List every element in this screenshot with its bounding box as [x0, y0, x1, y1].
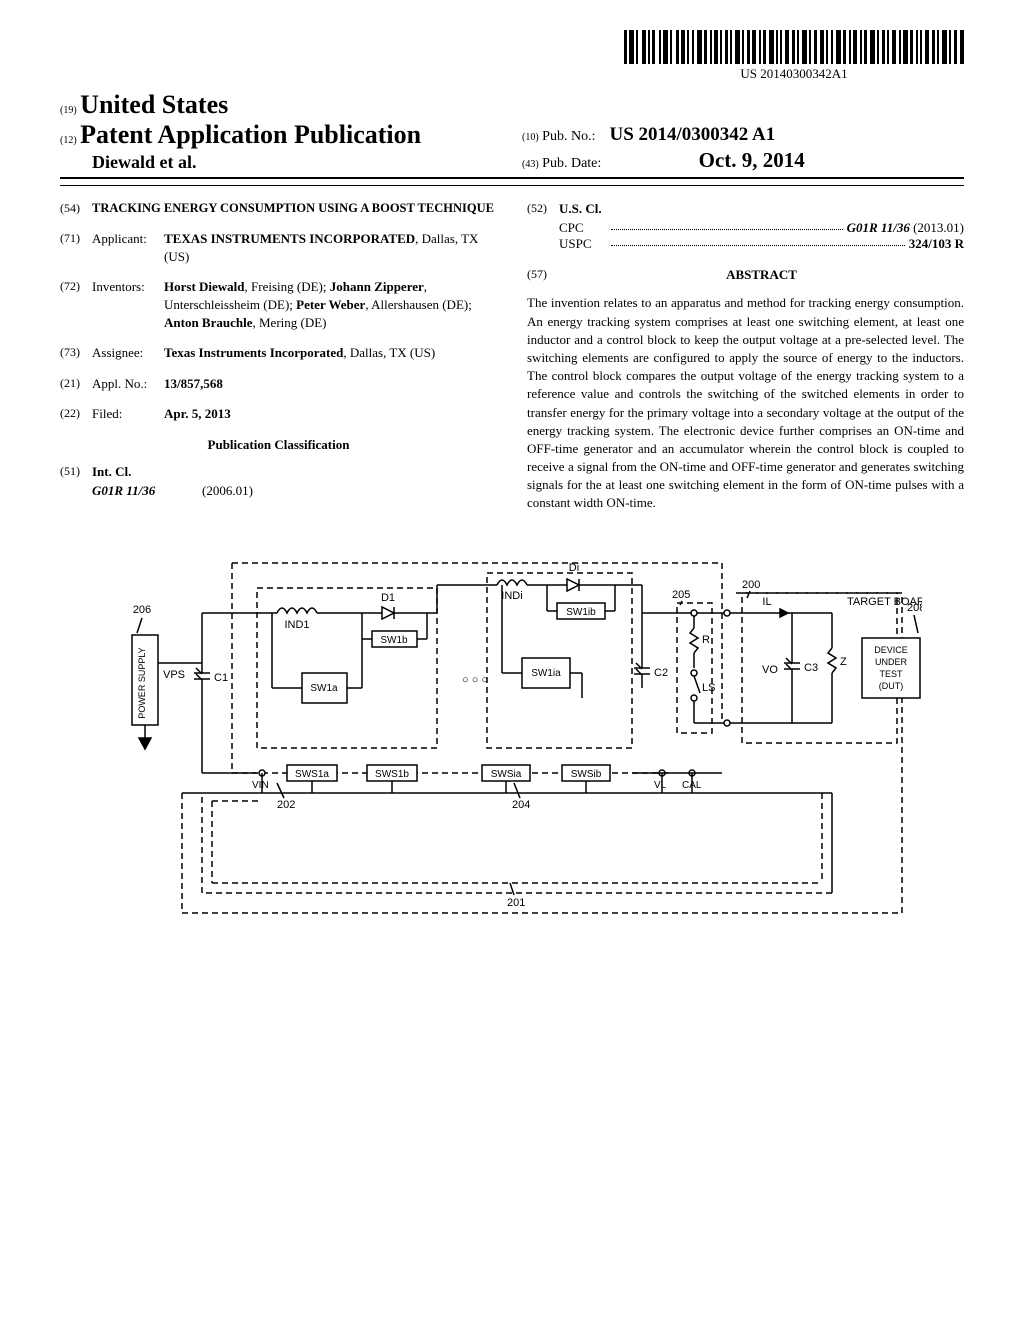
pub-no: US 2014/0300342 A1	[609, 124, 775, 145]
svg-text:LS: LS	[702, 682, 715, 694]
svg-text:C2: C2	[654, 667, 668, 679]
svg-text:D1: D1	[381, 592, 395, 604]
pub-date: Oct. 9, 2014	[605, 148, 805, 173]
svg-text:R: R	[702, 634, 710, 646]
authors-line: Diewald et al.	[92, 152, 502, 173]
svg-text:VL: VL	[654, 780, 667, 791]
uspc-row: USPC 324/103 R	[559, 236, 964, 252]
invention-title: TRACKING ENERGY CONSUMPTION USING A BOOS…	[92, 200, 497, 218]
svg-text:SW1b: SW1b	[380, 635, 408, 646]
svg-text:200: 200	[742, 579, 760, 591]
svg-text:208: 208	[907, 602, 922, 614]
appl-no-field: (21) Appl. No.: 13/857,568	[60, 375, 497, 393]
svg-text:DEVICE: DEVICE	[874, 645, 908, 655]
svg-text:INDi: INDi	[501, 590, 522, 602]
svg-text:Z: Z	[840, 656, 847, 668]
svg-text:206: 206	[133, 604, 151, 616]
svg-text:VO: VO	[762, 664, 778, 676]
cpc-row: CPC G01R 11/36 (2013.01)	[559, 220, 964, 236]
svg-text:Di: Di	[569, 562, 579, 574]
svg-text:SW1ib: SW1ib	[566, 607, 596, 618]
svg-text:SWS1b: SWS1b	[375, 769, 409, 780]
pub-type-line: (12) Patent Application Publication	[60, 120, 502, 150]
svg-text:C3: C3	[804, 662, 818, 674]
abstract-heading: ABSTRACT	[559, 266, 964, 284]
inventors-field: (72) Inventors: Horst Diewald, Freising …	[60, 278, 497, 333]
body-section: (54) TRACKING ENERGY CONSUMPTION USING A…	[60, 200, 964, 513]
svg-text:IL: IL	[762, 596, 771, 608]
uspc-value: 324/103 R	[909, 236, 964, 252]
assignee-name: Texas Instruments Incorporated, Dallas, …	[164, 344, 497, 362]
svg-text:SWSia: SWSia	[491, 769, 522, 780]
pub-class-heading: Publication Classification	[60, 437, 497, 453]
pub-date-line: (43) Pub. Date: Oct. 9, 2014	[522, 148, 964, 173]
cpc-value: G01R 11/36	[847, 220, 910, 236]
svg-text:SWSib: SWSib	[571, 769, 602, 780]
inventors-list: Horst Diewald, Freising (DE); Johann Zip…	[164, 278, 497, 333]
barcode: US 20140300342A1	[624, 30, 964, 82]
pub-no-line: (10) Pub. No.: US 2014/0300342 A1	[522, 124, 964, 146]
svg-text:VPS: VPS	[163, 669, 185, 681]
applicant-field: (71) Applicant: TEXAS INSTRUMENTS INCORP…	[60, 230, 497, 266]
svg-text:(DUT): (DUT)	[879, 681, 904, 691]
left-column: (54) TRACKING ENERGY CONSUMPTION USING A…	[60, 200, 497, 513]
svg-text:C1: C1	[214, 672, 228, 684]
right-column: (52) U.S. Cl. CPC G01R 11/36 (2013.01) U…	[527, 200, 964, 513]
svg-text:201: 201	[507, 897, 525, 909]
uscl-field: (52) U.S. Cl.	[527, 200, 964, 218]
intcl-field: (51) Int. Cl.	[60, 463, 497, 481]
intcl-code: G01R 11/36	[92, 483, 202, 499]
svg-text:SW1a: SW1a	[310, 683, 338, 694]
svg-text:SWS1a: SWS1a	[295, 769, 329, 780]
circuit-figure: POWER SUPPLY 206 VPS C1 202 IND1 D1	[60, 543, 964, 937]
svg-text:SW1ia: SW1ia	[531, 668, 561, 679]
abstract-num-row: (57) ABSTRACT	[527, 266, 964, 290]
barcode-region: US 20140300342A1	[60, 30, 964, 82]
svg-text:○ ○ ○: ○ ○ ○	[462, 674, 488, 686]
assignee-field: (73) Assignee: Texas Instruments Incorpo…	[60, 344, 497, 362]
intcl-row: G01R 11/36 (2006.01)	[92, 483, 497, 499]
svg-text:205: 205	[672, 589, 690, 601]
svg-text:204: 204	[512, 799, 530, 811]
svg-text:IND1: IND1	[284, 619, 309, 631]
appl-no: 13/857,568	[164, 375, 497, 393]
filed-field: (22) Filed: Apr. 5, 2013	[60, 405, 497, 423]
country-name: United States	[80, 90, 228, 119]
barcode-number: US 20140300342A1	[624, 66, 964, 82]
header-section: (19) United States (12) Patent Applicati…	[60, 90, 964, 179]
abstract-text: The invention relates to an apparatus an…	[527, 294, 964, 512]
pub-type: Patent Application Publication	[80, 120, 421, 149]
applicant-name: TEXAS INSTRUMENTS INCORPORATED, Dallas, …	[164, 230, 497, 266]
svg-text:TEST: TEST	[879, 669, 903, 679]
svg-text:VIN: VIN	[252, 780, 269, 791]
country-line: (19) United States	[60, 90, 502, 120]
filed-date: Apr. 5, 2013	[164, 405, 497, 423]
svg-text:UNDER: UNDER	[875, 657, 908, 667]
svg-text:202: 202	[277, 799, 295, 811]
title-field: (54) TRACKING ENERGY CONSUMPTION USING A…	[60, 200, 497, 218]
svg-text:POWER SUPPLY: POWER SUPPLY	[137, 647, 147, 718]
